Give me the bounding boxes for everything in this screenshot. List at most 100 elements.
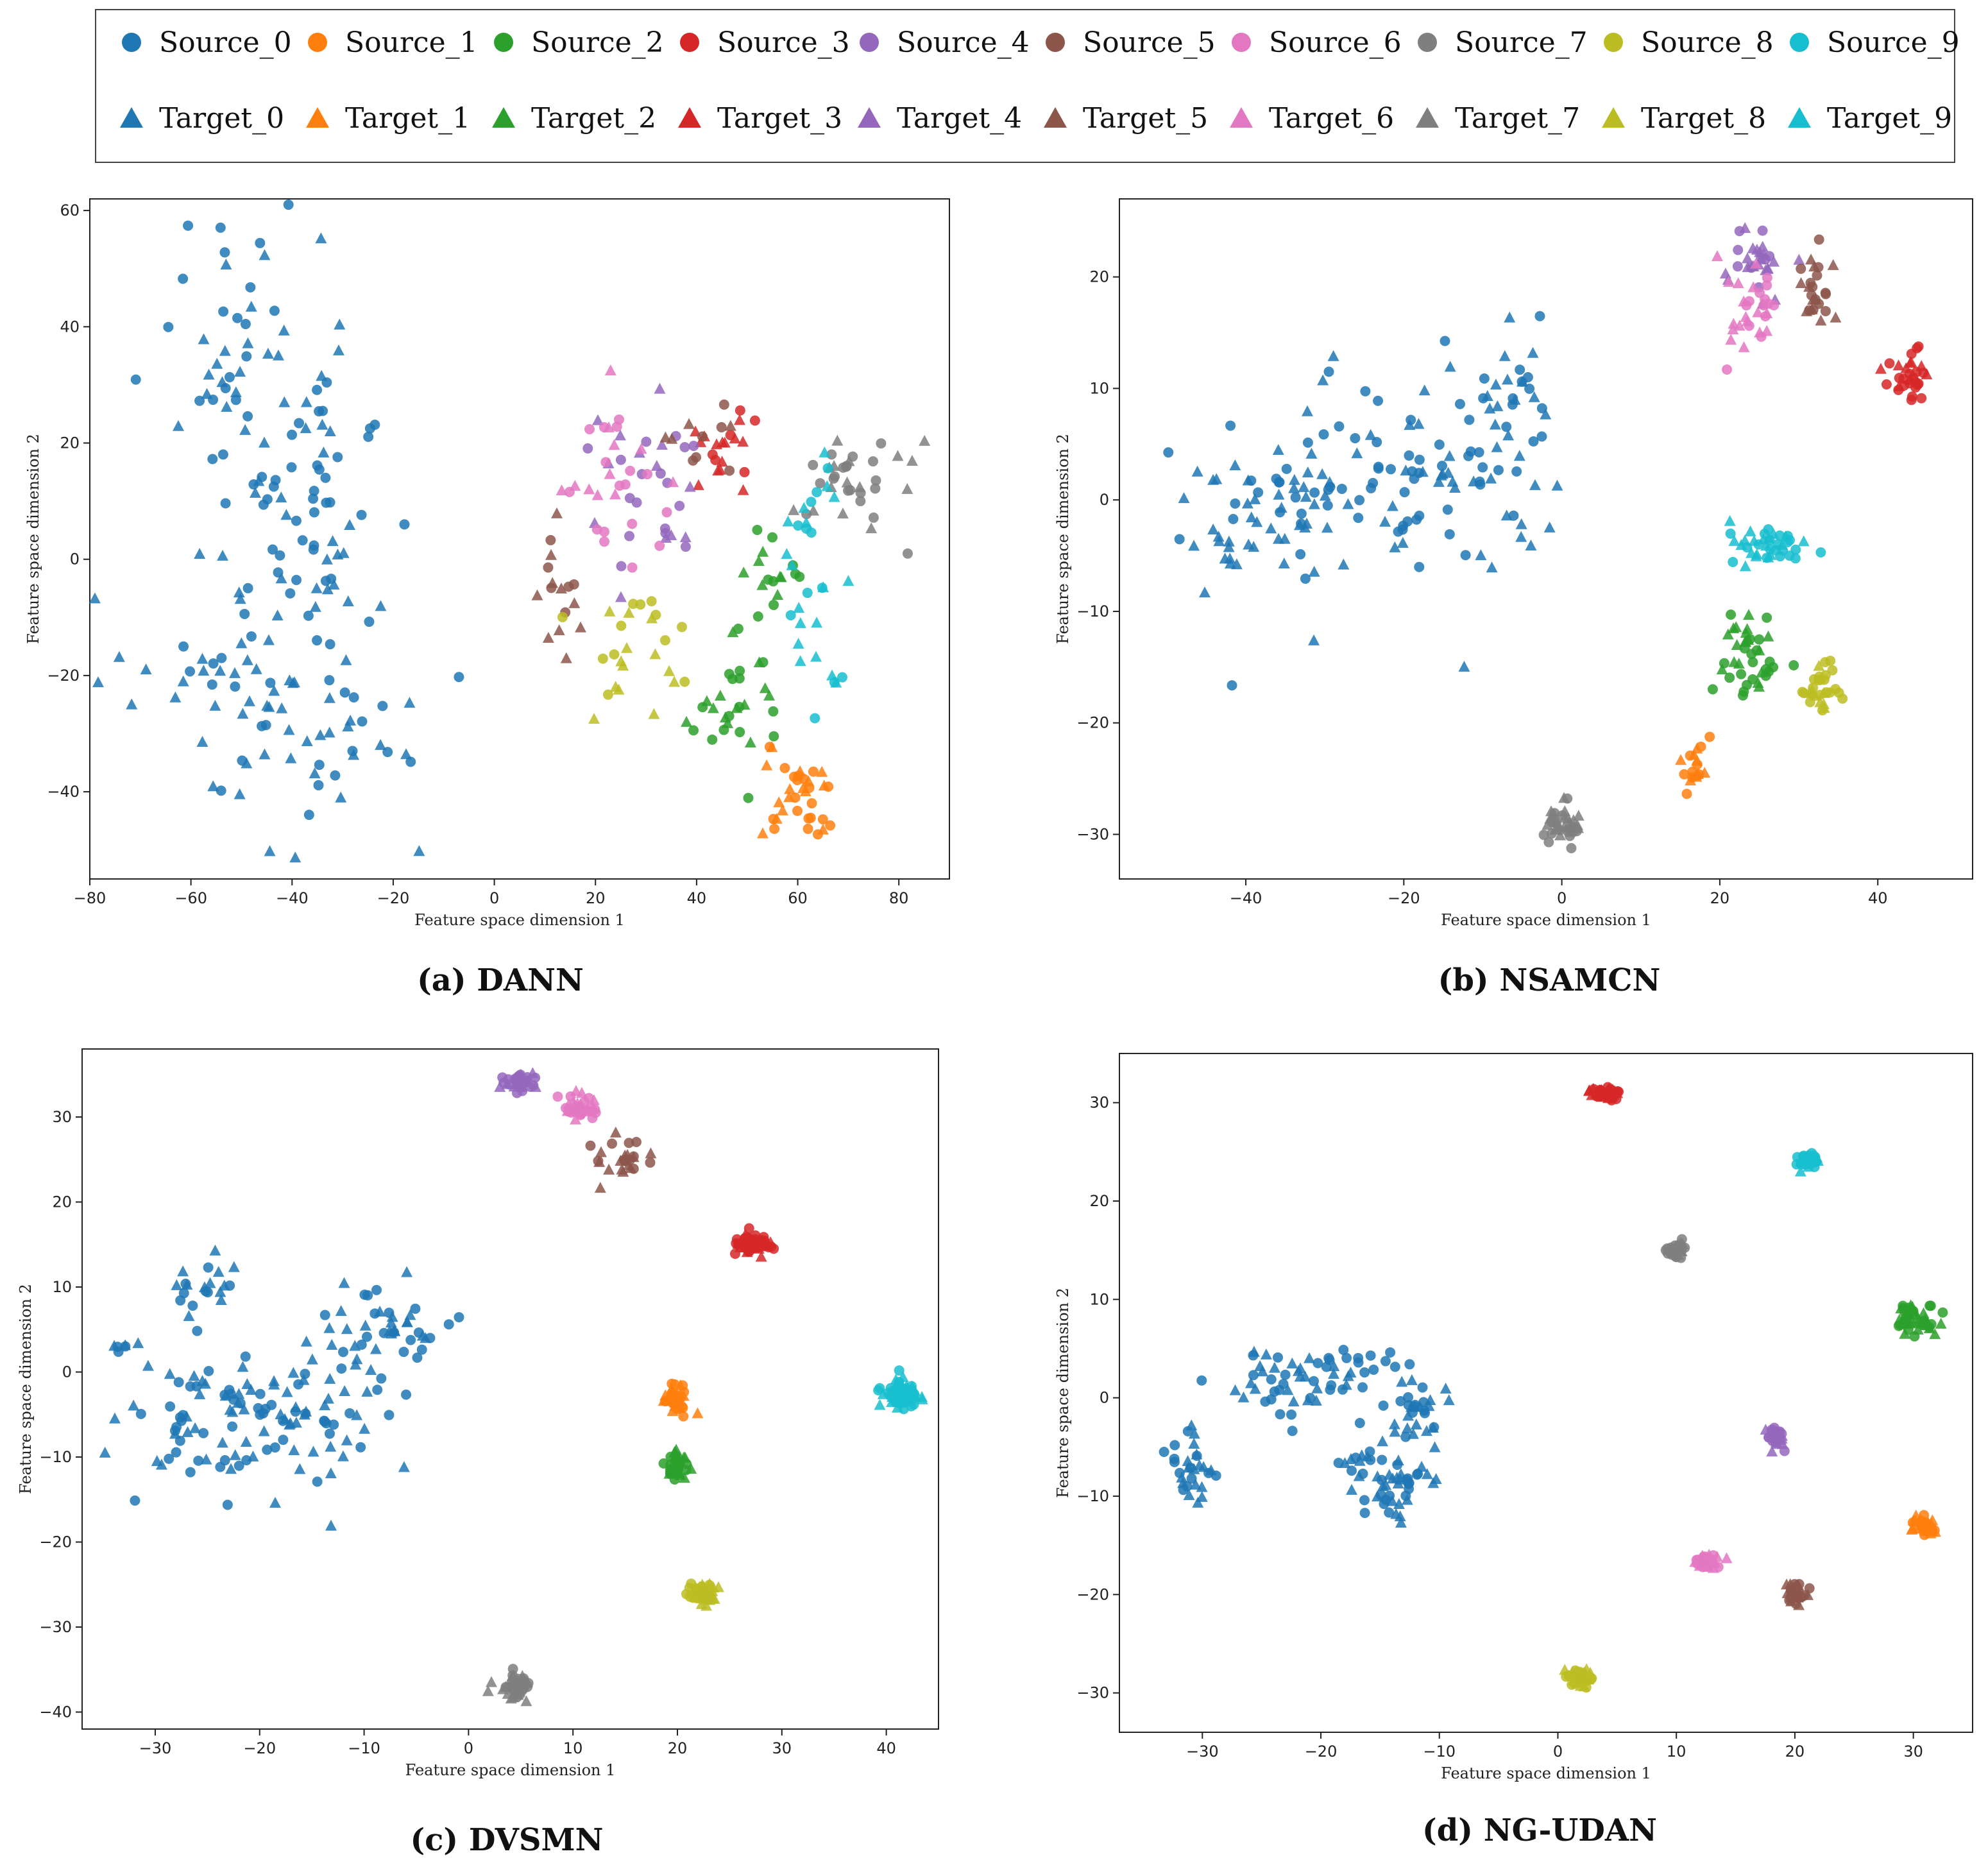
target-point xyxy=(1427,1421,1440,1433)
source-point xyxy=(1440,336,1450,346)
target-point xyxy=(1340,1379,1352,1390)
source-point xyxy=(1501,422,1512,432)
y-tick-label: 10 xyxy=(1089,1290,1109,1308)
target-point xyxy=(648,708,660,719)
target-point xyxy=(1207,524,1219,535)
target-point xyxy=(1413,418,1425,429)
target-point xyxy=(645,1147,657,1159)
target-point xyxy=(529,1080,541,1092)
source-point xyxy=(616,561,627,572)
x-tick-label: 40 xyxy=(1868,889,1888,907)
source-point xyxy=(624,531,635,541)
target-point xyxy=(216,1436,228,1448)
source-point xyxy=(1820,305,1831,316)
source-point xyxy=(1918,368,1929,379)
target-point xyxy=(685,1462,697,1474)
target-point xyxy=(1756,241,1769,252)
source-point xyxy=(325,639,336,650)
source-point xyxy=(1814,671,1825,682)
target-point xyxy=(204,1277,216,1288)
source-point xyxy=(845,485,856,496)
source-point xyxy=(680,541,691,552)
source-point xyxy=(405,756,416,767)
source-point xyxy=(498,1077,509,1088)
target-point xyxy=(386,1327,398,1339)
target-point xyxy=(828,491,840,502)
source-point xyxy=(1464,414,1475,425)
source-point xyxy=(1196,1375,1207,1386)
source-point xyxy=(1338,1345,1349,1356)
target-point xyxy=(1753,644,1765,656)
target-point xyxy=(668,676,681,687)
target-point xyxy=(592,414,604,425)
target-point xyxy=(280,509,293,520)
target-point xyxy=(1929,1328,1941,1340)
legend-label: Target_3 xyxy=(717,101,843,135)
target-point xyxy=(259,748,271,760)
target-point xyxy=(281,1386,293,1397)
source-point xyxy=(1566,843,1577,854)
target-point xyxy=(817,581,829,593)
target-point xyxy=(1245,511,1257,523)
source-point xyxy=(745,1234,756,1245)
target-point xyxy=(1904,357,1916,368)
target-point xyxy=(1310,1394,1322,1406)
target-point xyxy=(1427,1477,1440,1488)
source-point xyxy=(1414,561,1425,572)
target-point xyxy=(1185,1419,1198,1431)
target-point xyxy=(1475,549,1487,561)
source-point xyxy=(187,1300,198,1311)
legend-label: Target_9 xyxy=(1827,101,1953,135)
target-point xyxy=(1183,1489,1195,1501)
source-point xyxy=(1365,1350,1376,1361)
source-point xyxy=(207,679,217,690)
target-point xyxy=(663,665,675,676)
source-point xyxy=(733,624,743,635)
target-point xyxy=(196,652,208,664)
target-point xyxy=(716,456,728,467)
source-point xyxy=(1411,514,1422,525)
source-point xyxy=(817,814,828,825)
source-point xyxy=(1323,1352,1334,1363)
source-point xyxy=(806,497,817,507)
source-point xyxy=(1364,1446,1375,1457)
target-point xyxy=(502,1687,514,1699)
target-point xyxy=(1793,1599,1805,1610)
scatter-plot: −30 −20 −10 0 10 20 30 40 −40 −30 −20 −10 0 10 20 30 Fea… xyxy=(17,1048,939,1779)
source-point xyxy=(262,1444,273,1455)
source-point xyxy=(645,1157,656,1168)
source-point xyxy=(704,1590,715,1601)
source-point xyxy=(675,1393,686,1404)
source-point xyxy=(768,706,779,717)
source-point xyxy=(1704,1555,1715,1566)
source-point xyxy=(1386,464,1397,475)
target-point xyxy=(326,1338,338,1350)
source-point xyxy=(803,823,813,834)
target-point xyxy=(520,1695,532,1707)
target-point xyxy=(1294,1370,1306,1382)
target-point xyxy=(321,583,334,595)
target-point xyxy=(874,1399,886,1410)
target-point xyxy=(1733,658,1745,669)
x-tick-label: −30 xyxy=(139,1739,172,1757)
target-point xyxy=(278,396,291,407)
source-point xyxy=(725,430,736,441)
source-point xyxy=(822,463,833,473)
source-point xyxy=(1354,1417,1365,1428)
source-point xyxy=(1813,262,1824,273)
source-point xyxy=(735,665,745,676)
target-point xyxy=(218,1279,230,1291)
source-point xyxy=(1762,612,1772,623)
source-point xyxy=(239,608,250,619)
triangle-marker-icon xyxy=(1044,107,1067,128)
target-point xyxy=(568,597,581,608)
target-point xyxy=(328,578,340,590)
target-point xyxy=(1738,341,1750,352)
source-point xyxy=(113,1347,124,1358)
source-point xyxy=(679,676,690,687)
source-point xyxy=(1353,1352,1364,1363)
target-point xyxy=(234,593,246,604)
source-point xyxy=(1169,1456,1180,1467)
source-point xyxy=(582,443,593,454)
source-point xyxy=(1757,225,1768,236)
